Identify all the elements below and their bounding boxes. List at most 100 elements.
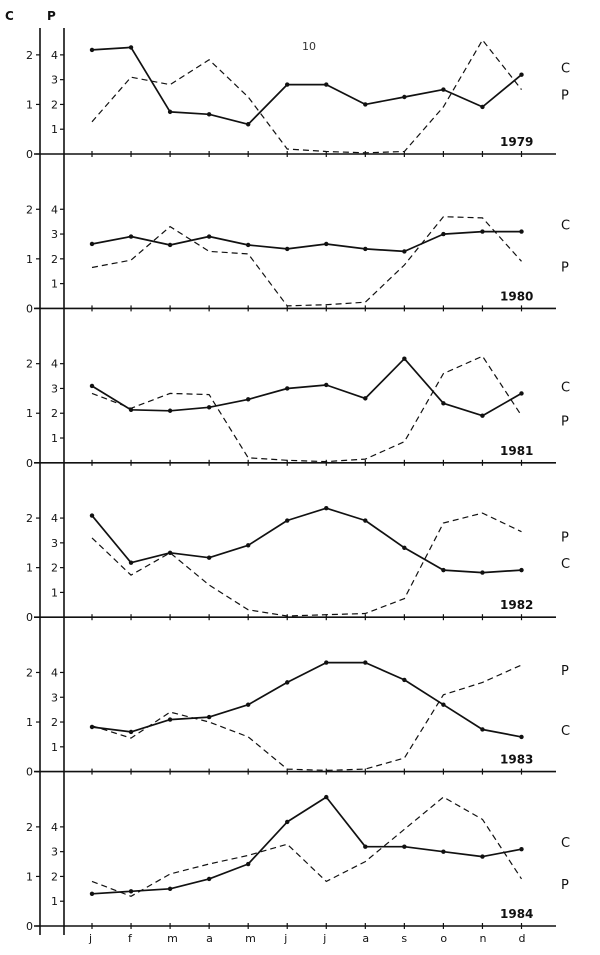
p-tick-label: 2: [51, 870, 58, 883]
series-P-line: [91, 216, 522, 307]
month-label: n: [479, 932, 486, 945]
series-C-label: C: [561, 836, 570, 851]
series-P-label: P: [561, 260, 569, 275]
series-C-point: [480, 413, 485, 418]
c-tick-label: 2: [26, 512, 33, 525]
series-C-point: [167, 408, 173, 413]
series-C-point: [363, 396, 368, 401]
c-tick-label: 2: [26, 358, 33, 371]
series-C-label: C: [561, 219, 570, 234]
series-C-label: C: [561, 557, 570, 572]
series-C-line: [91, 230, 522, 253]
series-C-point: [519, 734, 524, 740]
panel-1982: 0 1 2 1 2 3 4 CP 1982: [26, 505, 570, 624]
series-C-point: [245, 861, 251, 867]
series-C-label: C: [561, 380, 570, 395]
series-C-point: [519, 229, 524, 234]
p-tick-label: 4: [51, 821, 58, 834]
c-tick-label: 0: [26, 148, 33, 161]
axis-left-header: C: [5, 9, 14, 23]
c-tick-label: 1: [26, 98, 33, 111]
series-C-point: [324, 82, 329, 87]
series-C-point: [480, 104, 485, 110]
year-label: 1982: [500, 598, 533, 612]
c-tick-label: 0: [26, 302, 33, 315]
c-tick-label: 1: [26, 562, 33, 575]
series-C-label: C: [561, 62, 570, 77]
series-C-point: [363, 102, 368, 107]
month-label: a: [206, 932, 213, 945]
series-C-point: [519, 391, 524, 396]
series-C-point: [441, 849, 446, 854]
panel-1984: 0 1 2 1 2 3 4 C P 1984: [26, 794, 570, 933]
chart-panels: 0121234CP19790121234CP19800121234CP19810…: [26, 28, 570, 945]
series-C-point: [285, 246, 290, 252]
series-C-point: [324, 794, 329, 800]
series-C-point: [324, 382, 329, 388]
p-tick-label: 2: [51, 716, 58, 729]
series-C-point: [245, 397, 251, 402]
series-C-point: [363, 844, 368, 849]
series-C-point: [245, 122, 251, 127]
series-C-line: [91, 661, 522, 738]
p-tick-label: 4: [51, 358, 58, 371]
month-label: j: [88, 932, 92, 945]
p-tick-label: 3: [51, 537, 58, 550]
month-label: m: [245, 932, 256, 945]
series-C-point: [519, 72, 524, 77]
p-tick-label: 1: [51, 895, 58, 908]
series-C-point: [245, 543, 251, 548]
series-C-point: [128, 234, 134, 239]
series-C-point: [402, 249, 407, 254]
series-P-line: [91, 38, 522, 154]
panel-1979: 0 1 2 1 2 3 4 CP 1979: [26, 38, 570, 161]
p-tick-label: 3: [51, 74, 58, 87]
series-C-point: [167, 109, 173, 115]
p-tick-label: 2: [51, 253, 58, 266]
c-tick-label: 0: [26, 611, 33, 624]
c-tick-label: 2: [26, 821, 33, 834]
series-C-line: [91, 46, 523, 126]
p-tick-label: 1: [51, 278, 58, 291]
year-label: 1981: [500, 444, 533, 458]
series-C-point: [324, 505, 329, 511]
series-C-point: [324, 241, 329, 247]
series-C-point: [128, 889, 134, 894]
series-C-point: [167, 886, 173, 892]
series-C-point: [89, 724, 95, 730]
panel-1980: 0 1 2 1 2 3 4 C P 1980: [26, 203, 570, 315]
series-C-point: [480, 570, 485, 575]
series-P-line: [91, 355, 523, 463]
p-tick-label: 3: [51, 691, 58, 704]
series-C-point: [441, 702, 446, 707]
c-tick-label: 0: [26, 457, 33, 470]
c-tick-label: 1: [26, 407, 33, 420]
page-number: 10: [302, 40, 316, 53]
series-P-line: [91, 796, 523, 897]
c-tick-label: 2: [26, 666, 33, 679]
series-P-label: P: [561, 531, 569, 546]
series-C-point: [363, 518, 368, 523]
p-tick-label: 1: [51, 432, 58, 445]
series-C-point: [245, 702, 251, 707]
series-P-label: P: [561, 664, 569, 679]
month-label: a: [362, 932, 369, 945]
p-tick-label: 2: [51, 562, 58, 575]
series-C-point: [285, 819, 290, 825]
series-C-point: [89, 383, 95, 389]
p-tick-label: 4: [51, 49, 58, 62]
month-label: m: [167, 932, 178, 945]
series-C-point: [363, 660, 368, 665]
series-C-point: [128, 560, 134, 565]
p-tick-label: 2: [51, 407, 58, 420]
p-tick-label: 2: [51, 98, 58, 111]
series-C-point: [285, 82, 290, 87]
panel-1981: 0 1 2 1 2 3 4 C P 1981: [26, 355, 570, 470]
series-C-point: [206, 234, 212, 239]
series-C-label: C: [561, 724, 570, 739]
series-C-point: [206, 876, 212, 882]
series-C-point: [363, 246, 368, 252]
series-C-point: [402, 356, 407, 361]
p-tick-label: 1: [51, 586, 58, 599]
series-C-line: [91, 357, 522, 417]
